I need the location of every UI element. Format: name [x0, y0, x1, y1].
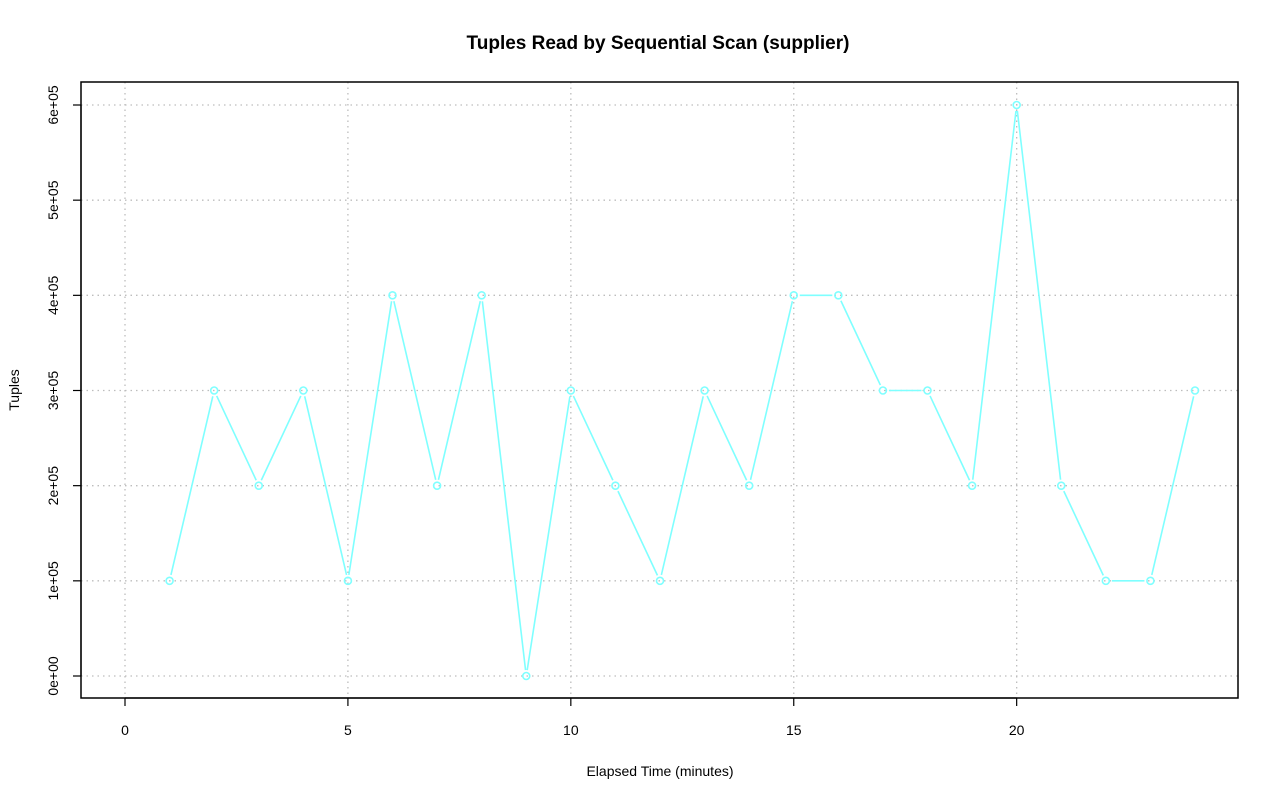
data-point	[834, 291, 843, 300]
y-axis: 0e+00 1e+05 2e+05 3e+05 4e+05 5e+05 6e+05	[45, 85, 82, 696]
y-axis-label: Tuples	[6, 369, 22, 411]
data-point	[209, 386, 219, 395]
y-tick-label: 6e+05	[45, 85, 61, 125]
data-point	[1190, 386, 1200, 395]
data-point	[343, 576, 353, 586]
x-tick-label: 0	[121, 722, 129, 738]
data-point	[521, 671, 531, 681]
y-tick-label: 3e+05	[45, 371, 61, 411]
x-tick-label: 20	[1009, 722, 1025, 738]
data-point	[254, 481, 264, 490]
x-tick-label: 10	[563, 722, 579, 738]
data-point	[923, 386, 932, 395]
data-point	[967, 481, 977, 490]
data-point	[388, 291, 397, 300]
y-tick-label: 1e+05	[45, 561, 61, 601]
y-tick-label: 4e+05	[45, 275, 61, 315]
series-line	[170, 110, 1195, 671]
x-tick-label: 15	[786, 722, 802, 738]
grid-lines	[81, 82, 1238, 698]
y-tick-label: 5e+05	[45, 180, 61, 220]
data-point	[1146, 576, 1155, 586]
data-point	[477, 291, 486, 300]
data-point	[655, 576, 665, 586]
data-point	[299, 386, 308, 395]
chart-title: Tuples Read by Sequential Scan (supplier…	[467, 33, 850, 54]
data-point	[1056, 481, 1066, 490]
data-point	[744, 481, 754, 490]
x-axis-label: Elapsed Time (minutes)	[586, 763, 733, 779]
data-point	[789, 291, 799, 300]
data-point	[1101, 576, 1111, 586]
data-point	[432, 481, 442, 490]
x-tick-label: 5	[344, 722, 352, 738]
series-tuples	[165, 100, 1200, 681]
x-axis: 0 5 10 15 20	[121, 697, 1025, 738]
y-tick-label: 2e+05	[45, 466, 61, 506]
data-point	[878, 386, 888, 395]
data-point	[566, 386, 576, 395]
data-point	[165, 576, 174, 586]
data-point	[1012, 100, 1021, 110]
data-point	[700, 386, 709, 395]
data-point	[611, 481, 620, 490]
y-tick-label: 0e+00	[45, 656, 61, 696]
